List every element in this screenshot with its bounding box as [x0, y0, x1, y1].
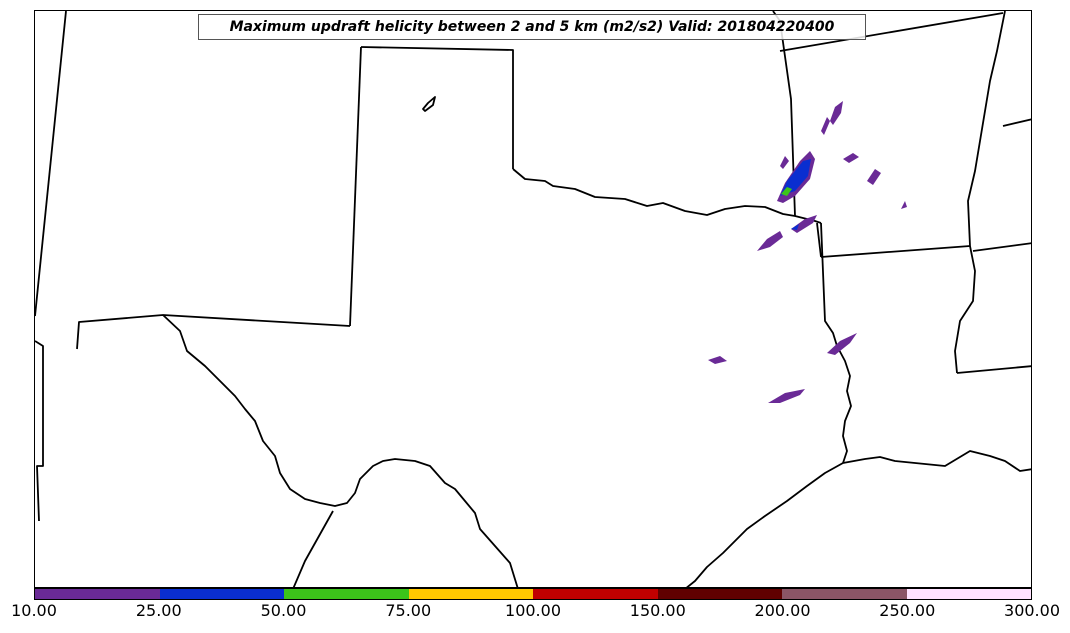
colorbar-segment	[159, 589, 284, 599]
swath-ks-1	[830, 101, 843, 125]
tn-line	[972, 242, 1031, 252]
swath-ks-3	[780, 156, 789, 169]
tx-nm-border	[76, 314, 351, 350]
ks-ok-border	[360, 46, 514, 169]
rio-grande	[162, 314, 519, 587]
nm-east-border	[349, 46, 362, 327]
helicity-swaths	[708, 101, 907, 403]
swath-ks-5	[867, 169, 881, 185]
swath-ks-2	[821, 117, 830, 135]
colorbar-segment	[533, 589, 658, 599]
ms-east-line	[956, 365, 1031, 374]
colorbar	[34, 588, 1032, 600]
swath-ks-6	[901, 201, 907, 209]
map-panel	[34, 10, 1032, 588]
colorbar-tick-label: 250.00	[879, 601, 936, 620]
lake-1	[422, 96, 436, 112]
colorbar-tick-label: 150.00	[629, 601, 686, 620]
tx-east-border	[820, 222, 852, 464]
swath-la-1	[827, 333, 857, 355]
colorbar-tick-label: 10.00	[11, 601, 57, 620]
red-river	[512, 168, 822, 224]
colorbar-segment	[657, 589, 782, 599]
mississippi-river	[954, 11, 1006, 374]
colorbar-segment	[906, 589, 1031, 599]
colorbar-labels: 10.00 25.00 50.00 75.00 100.00 150.00 200.00 25…	[11, 601, 1060, 625]
nm-south-border	[35, 340, 44, 522]
colorbar-segment	[284, 589, 409, 599]
gulf-coast	[842, 450, 1031, 472]
swath-tx-1	[708, 356, 727, 364]
ks-mo-line	[779, 12, 1004, 52]
colorbar-tick-label: 25.00	[135, 601, 182, 620]
swath-ks-4	[843, 153, 859, 163]
swath-tx-2	[768, 389, 805, 403]
ms-north-line	[1002, 118, 1031, 127]
swath-ok-3-core	[791, 224, 799, 230]
swath-ne-ok-peak	[781, 187, 792, 196]
nm-west-border	[35, 11, 67, 317]
mexico-state-line	[292, 510, 334, 587]
colorbar-tick-label: 300.00	[1004, 601, 1060, 620]
ar-la-border	[820, 245, 971, 258]
swath-ne-ok-core	[780, 159, 811, 196]
colorbar-segment	[782, 589, 907, 599]
map-title: Maximum updraft helicity between 2 and 5…	[198, 14, 866, 40]
ar-mo-border	[816, 222, 822, 258]
colorbar-tick-label: 200.00	[754, 601, 811, 620]
colorbar-tick-label: 75.00	[385, 601, 432, 620]
swath-ok-2	[757, 231, 783, 251]
colorbar-tick-label: 100.00	[505, 601, 561, 620]
colorbar-tick-label: 50.00	[260, 601, 307, 620]
texas-coast	[686, 462, 844, 587]
colorbar-segment	[408, 589, 533, 599]
map-canvas	[35, 11, 1031, 587]
colorbar-segment	[35, 589, 160, 599]
